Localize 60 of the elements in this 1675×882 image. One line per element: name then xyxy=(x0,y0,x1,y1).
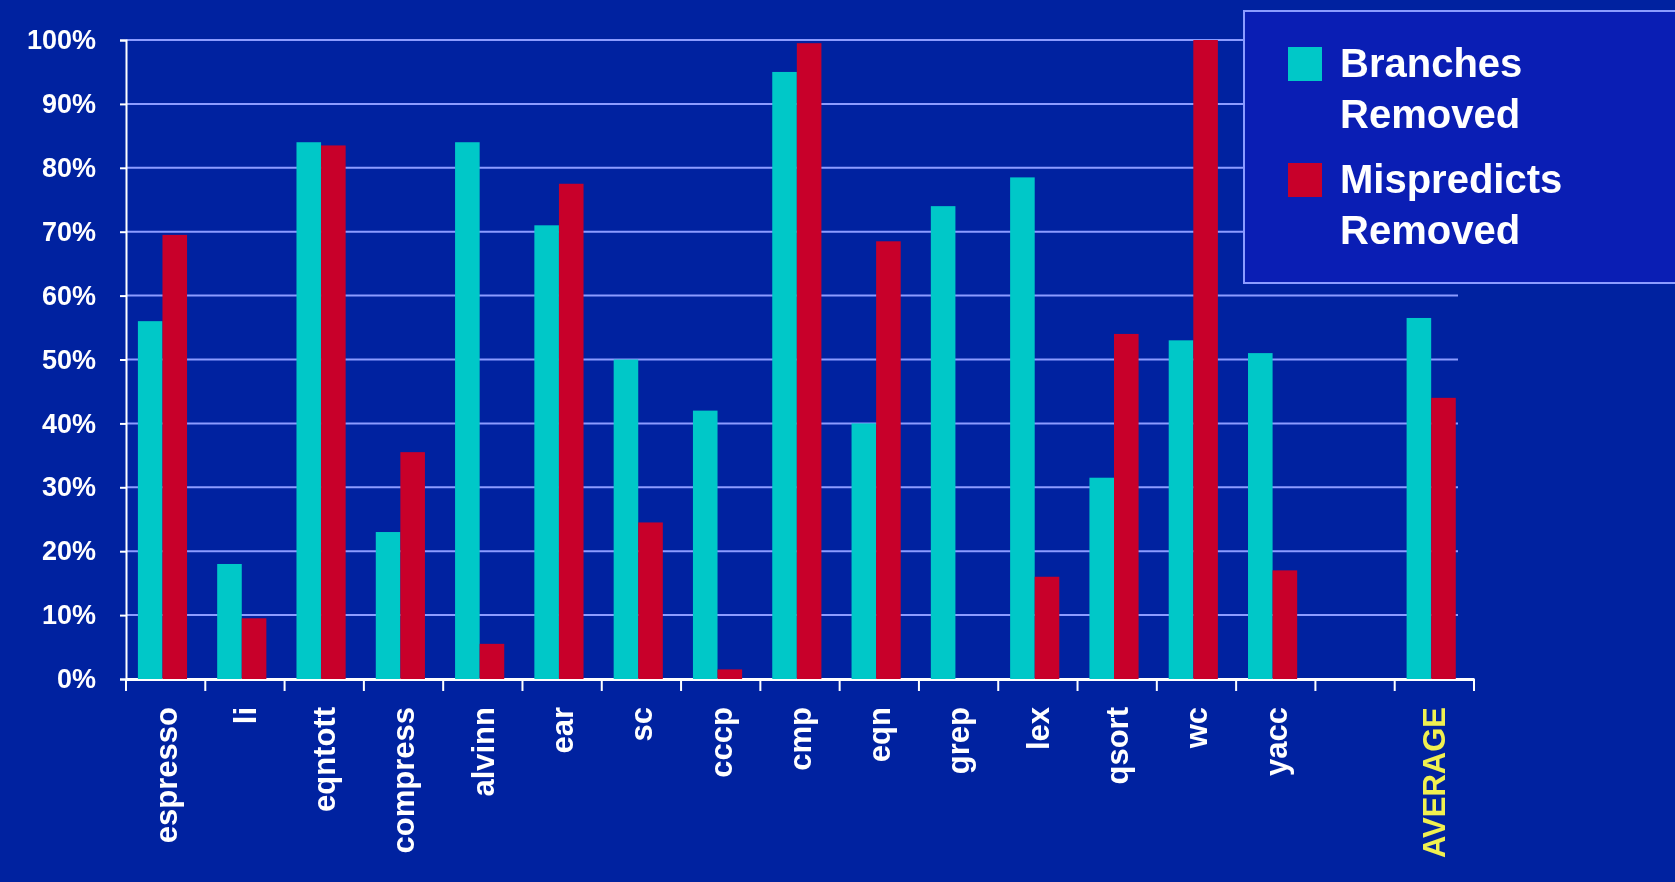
x-tick-label: compress xyxy=(386,707,422,854)
x-tick-label: espresso xyxy=(148,707,184,844)
bar xyxy=(717,669,743,679)
x-tick-label: yacc xyxy=(1258,707,1294,776)
y-tick-label: 80% xyxy=(41,152,96,183)
bar xyxy=(1272,570,1298,679)
y-tick-label: 0% xyxy=(56,664,96,695)
y-tick-label: 20% xyxy=(41,536,96,567)
bar xyxy=(1193,40,1218,679)
x-tick-label: lex xyxy=(1020,706,1056,751)
y-tick-label: 100% xyxy=(26,25,96,56)
bar xyxy=(638,522,663,679)
bar xyxy=(1010,177,1035,679)
legend-label: Mispredicts Removed xyxy=(1340,157,1563,252)
bar xyxy=(321,145,346,679)
bar xyxy=(1406,317,1432,679)
bar xyxy=(296,142,322,679)
bar xyxy=(375,532,401,679)
bar xyxy=(479,643,505,679)
x-tick-label: ear xyxy=(544,707,580,754)
y-tick-label: 50% xyxy=(41,344,96,375)
bar xyxy=(876,241,901,679)
bar xyxy=(772,71,797,679)
bar xyxy=(930,206,956,679)
y-tick-label: 60% xyxy=(41,280,96,311)
bar xyxy=(613,359,639,679)
bar xyxy=(137,321,163,679)
legend-label: Branches Removed xyxy=(1340,41,1523,136)
y-tick-label: 70% xyxy=(41,216,96,247)
y-tick-label: 40% xyxy=(41,408,96,439)
y-tick-label: 90% xyxy=(41,89,96,120)
x-tick-label: grep xyxy=(941,707,977,775)
bar xyxy=(241,618,267,679)
bar xyxy=(1168,340,1194,679)
x-tick-label: li xyxy=(227,707,263,725)
bar xyxy=(1034,576,1060,679)
x-tick-label: cccp xyxy=(703,707,739,778)
x-tick-label: AVERAGE xyxy=(1417,707,1453,859)
bar xyxy=(400,452,425,679)
bar xyxy=(851,423,877,679)
bar xyxy=(217,563,242,679)
bar xyxy=(455,142,480,679)
y-tick-label: 10% xyxy=(41,600,96,631)
bar xyxy=(1248,353,1273,679)
bar xyxy=(534,225,559,679)
x-tick-label: eqn xyxy=(862,707,898,763)
x-tick-label: eqntott xyxy=(307,707,343,813)
bar xyxy=(1114,333,1139,679)
bar xyxy=(692,410,718,679)
x-tick-label: cmp xyxy=(782,707,818,771)
x-tick-label: wc xyxy=(1179,707,1215,750)
x-tick-label: alvinn xyxy=(465,707,501,797)
bar xyxy=(796,43,822,679)
y-tick-label: 30% xyxy=(41,472,96,503)
bar xyxy=(1089,477,1114,679)
x-tick-label: qsort xyxy=(1100,707,1136,785)
bar xyxy=(1431,397,1456,679)
bar xyxy=(558,183,584,679)
x-tick-label: sc xyxy=(624,707,660,742)
bar xyxy=(162,234,188,679)
